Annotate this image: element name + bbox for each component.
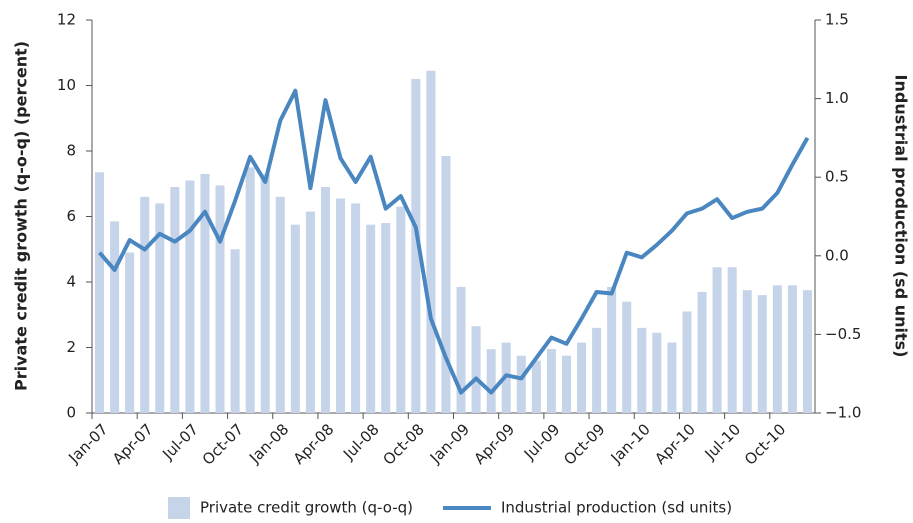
bar — [592, 327, 602, 413]
line — [98, 88, 810, 395]
y-tick-label: 10 — [57, 76, 76, 94]
y2-tick-label: 0.5 — [825, 168, 849, 186]
bar — [200, 173, 210, 413]
x-tick-label: Apr-08 — [290, 420, 338, 468]
bar — [486, 349, 496, 413]
bar — [260, 173, 270, 413]
bar — [742, 290, 752, 413]
x-tick-label: Oct-10 — [741, 420, 789, 468]
bar — [125, 252, 135, 413]
y-tick-label: 2 — [66, 338, 76, 356]
bar — [456, 286, 466, 413]
x-tick-label: Apr-09 — [470, 420, 518, 468]
y2-tick-label: 0.0 — [825, 246, 849, 264]
bar — [607, 286, 617, 413]
bar — [230, 249, 240, 413]
x-tick-label: Jul-07 — [158, 420, 202, 464]
bar — [305, 211, 315, 413]
bar — [351, 203, 361, 413]
bar — [712, 267, 722, 413]
bar — [652, 332, 662, 413]
x-tick-label: Oct-07 — [199, 420, 247, 468]
y-tick-label: 12 — [57, 11, 76, 29]
bar — [637, 327, 647, 413]
bar — [426, 70, 436, 413]
bar — [561, 355, 571, 413]
bar — [411, 78, 421, 413]
bar — [622, 301, 632, 413]
legend-label: Private credit growth (q-o-q) — [200, 499, 413, 517]
bar — [802, 290, 812, 413]
y2-tick-label: −0.5 — [825, 325, 861, 343]
bar — [245, 167, 255, 413]
bar — [366, 224, 376, 413]
x-tick-label: Oct-09 — [560, 420, 608, 468]
y2-tick-label: 1.5 — [825, 11, 849, 29]
bar — [320, 187, 330, 413]
y-axis-title: Private credit growth (q-o-q) (percent) — [12, 41, 31, 391]
y2-axis-title: Industrial production (sd units) — [892, 75, 911, 358]
bar — [381, 223, 391, 413]
y-tick-label: 8 — [66, 142, 76, 160]
x-tick-label: Jan-08 — [245, 420, 292, 467]
bar — [727, 267, 737, 413]
bar — [772, 285, 782, 413]
bar — [471, 326, 481, 413]
legend-swatch — [168, 497, 190, 519]
x-tick-label: Jul-09 — [520, 420, 564, 464]
bar — [441, 155, 451, 413]
bar — [697, 291, 707, 413]
x-tick-label: Apr-10 — [651, 420, 699, 468]
bar — [667, 342, 677, 413]
bar — [787, 285, 797, 413]
x-tick-label: Jul-08 — [339, 420, 383, 464]
x-tick-label: Jul-10 — [701, 420, 745, 464]
bar — [110, 221, 120, 413]
x-tick-label: Jan-10 — [607, 420, 654, 467]
y2-tick-label: −1.0 — [825, 404, 861, 422]
bar — [516, 355, 526, 413]
bar — [275, 196, 285, 413]
x-tick-label: Apr-07 — [109, 420, 157, 468]
bar — [336, 198, 346, 413]
y2-tick-label: 1.0 — [825, 89, 849, 107]
y-tick-label: 0 — [66, 404, 76, 422]
x-tick-label: Jan-09 — [426, 420, 473, 467]
bar — [396, 206, 406, 413]
bar — [155, 203, 165, 413]
y-tick-label: 6 — [66, 207, 76, 225]
bar — [185, 180, 195, 413]
bar — [546, 349, 556, 413]
bar — [170, 187, 180, 413]
bar — [140, 196, 150, 413]
x-tick-label: Jan-07 — [64, 420, 111, 467]
bar — [682, 311, 692, 413]
bar — [95, 172, 105, 413]
legend-label: Industrial production (sd units) — [501, 499, 732, 517]
bar — [757, 295, 767, 413]
bar — [290, 224, 300, 413]
bar — [215, 185, 225, 413]
y-tick-label: 4 — [66, 273, 76, 291]
bar — [577, 342, 587, 413]
bar — [531, 360, 541, 413]
x-tick-label: Oct-08 — [379, 420, 427, 468]
